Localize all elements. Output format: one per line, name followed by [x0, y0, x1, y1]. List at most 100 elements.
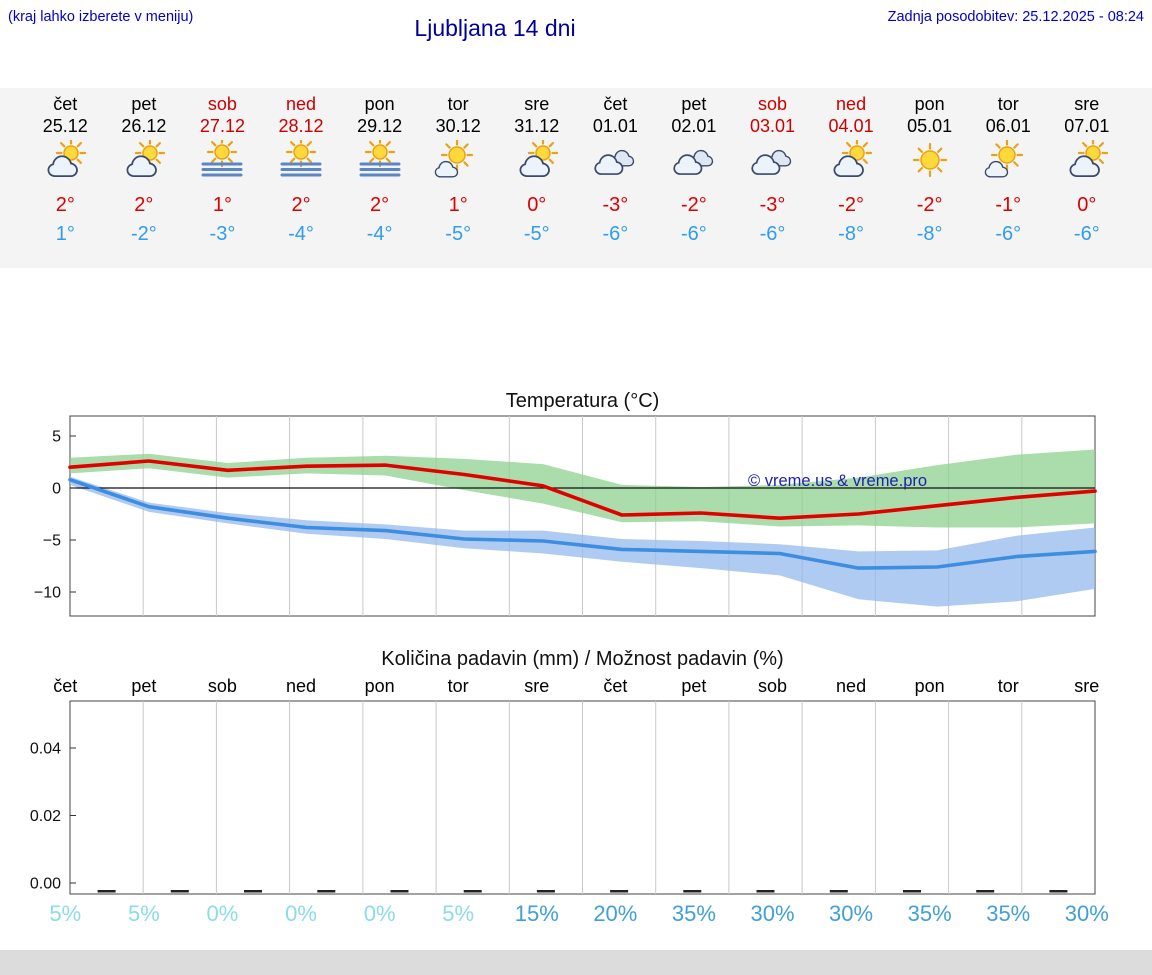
low-temp: -2° — [130, 223, 157, 245]
low-temp: -5° — [523, 223, 550, 245]
day-date: 02.01 — [671, 116, 717, 136]
day-name: čet — [603, 94, 628, 114]
high-temp: 1° — [448, 194, 468, 216]
day-name: čet — [53, 94, 78, 114]
day-date: 31.12 — [514, 116, 560, 136]
forecast-day-29.12: pon 29.12 2° -4° — [340, 88, 419, 268]
precip-day-label: sob — [757, 676, 787, 696]
weather-icon-sun-small-cloud — [969, 138, 1048, 186]
location-menu-note: (kraj lahko izberete v meniju) — [8, 9, 194, 25]
low-temp: -6° — [759, 223, 786, 245]
low-temp: 1° — [55, 223, 75, 245]
low-temp: -6° — [602, 223, 629, 245]
day-name: sob — [207, 94, 237, 114]
precip-probability: 0% — [206, 901, 239, 926]
day-name: pon — [914, 94, 945, 114]
precip-day-label: čet — [603, 676, 628, 696]
weather-icon-sun-cloud — [26, 137, 105, 186]
precip-probability-row: 5% 5% 0% 0% 0% 5% 15% 20% 35% 30% 30% 35% 35% 30% — [0, 901, 1152, 927]
precip-probability: 5% — [49, 901, 82, 926]
last-update-timestamp: Zadnja posodobitev: 25.12.2025 - 08:24 — [887, 9, 1144, 25]
svg-text:5: 5 — [52, 429, 61, 446]
day-date: 07.01 — [1064, 116, 1110, 136]
precip-day-label: ned — [836, 676, 867, 696]
day-name: pet — [681, 94, 707, 114]
precip-probability: 20% — [593, 901, 638, 926]
forecast-day-31.12: sre 31.12 0° -5° — [497, 88, 576, 268]
day-name: sre — [524, 94, 550, 114]
precip-day-label: sre — [524, 676, 550, 696]
day-name: tor — [447, 94, 469, 114]
precip-probability: 0% — [363, 901, 396, 926]
svg-text:0.04: 0.04 — [30, 741, 61, 758]
svg-text:0: 0 — [52, 481, 61, 498]
day-name: ned — [836, 94, 867, 114]
low-temp: -4° — [288, 223, 314, 245]
forecast-day-25.12: čet 25.12 2° 1° — [26, 88, 105, 268]
precip-day-label: pet — [131, 676, 157, 696]
day-date: 03.01 — [749, 116, 796, 136]
forecast-strip: čet 25.12 2° 1° pet 26.12 2° -2° sob 27.12 1° -3° ne… — [0, 88, 1152, 268]
svg-text:−10: −10 — [34, 585, 61, 602]
low-temp: -6° — [995, 223, 1022, 245]
high-temp: -3° — [759, 194, 786, 216]
precip-day-label: ned — [286, 676, 317, 696]
high-temp: 1° — [212, 194, 232, 216]
weather-icon-sun-cloud — [812, 137, 891, 186]
precip-day-label: sob — [207, 676, 237, 696]
precip-day-label: sre — [1074, 676, 1100, 696]
high-temp: 2° — [134, 194, 154, 216]
day-date: 30.12 — [435, 116, 481, 136]
low-temp: -6° — [1073, 223, 1100, 245]
precip-day-label: pon — [364, 676, 395, 696]
svg-text:0.02: 0.02 — [30, 808, 61, 825]
day-name: sre — [1074, 94, 1100, 114]
high-temp: 2° — [55, 194, 75, 216]
day-name: ned — [286, 94, 317, 114]
forecast-day-27.12: sob 27.12 1° -3° — [183, 88, 262, 268]
precip-probability: 35% — [671, 901, 716, 926]
weather-icon-cloudy — [576, 140, 655, 186]
precip-probability: 35% — [907, 901, 952, 926]
high-temp: -2° — [681, 194, 707, 216]
day-date: 26.12 — [121, 116, 167, 136]
high-temp: 2° — [370, 194, 390, 216]
low-temp: -6° — [681, 223, 707, 245]
precip-probability: 0% — [285, 901, 317, 926]
weather-icon-sun-small-cloud — [419, 138, 498, 186]
forecast-day-01.01: čet 01.01 -3° -6° — [576, 88, 655, 268]
day-date: 01.01 — [592, 116, 638, 136]
precip-probability: 30% — [750, 901, 795, 926]
day-date: 28.12 — [278, 116, 324, 136]
svg-text:−5: −5 — [43, 533, 61, 550]
weather-icon-sun-cloud — [1048, 137, 1127, 186]
precip-day-label: tor — [447, 676, 469, 696]
temperature-chart-title: Temperatura (°C) — [505, 390, 660, 412]
weather-icon-sun-cloud — [497, 137, 576, 186]
day-date: 27.12 — [199, 116, 245, 136]
weather-icon-sun-fog — [262, 136, 341, 186]
forecast-day-06.01: tor 06.01 -1° -6° — [969, 88, 1048, 268]
forecast-day-28.12: ned 28.12 2° -4° — [262, 88, 341, 268]
bottom-bar — [0, 950, 1152, 975]
precip-probability: 5% — [442, 901, 475, 926]
day-date: 29.12 — [357, 116, 403, 136]
day-date: 06.01 — [985, 116, 1031, 136]
forecast-day-07.01: sre 07.01 0° -6° — [1048, 88, 1127, 268]
precip-probability: 5% — [127, 901, 160, 926]
low-temp: -8° — [838, 223, 864, 245]
low-temp: -8° — [916, 223, 943, 245]
weather-icon-cloudy — [655, 140, 734, 186]
weather-icon-sun-fog — [183, 136, 262, 186]
forecast-day-05.01: pon 05.01 -2° -8° — [890, 88, 969, 268]
precip-day-label-row: čet pet sob ned pon tor sre čet pet sob ned pon tor s… — [0, 676, 1152, 697]
forecast-day-26.12: pet 26.12 2° -2° — [105, 88, 184, 268]
watermark: © vreme.us & vreme.pro — [748, 472, 927, 490]
temperature-chart: 5 0 −5 −10 © vreme.us & vreme.pro — [0, 415, 1152, 623]
day-name: pon — [364, 94, 395, 114]
precip-probability: 30% — [1064, 901, 1109, 926]
high-temp: -2° — [838, 194, 864, 216]
high-temp: 0° — [527, 194, 547, 216]
forecast-day-04.01: ned 04.01 -2° -8° — [812, 88, 891, 268]
